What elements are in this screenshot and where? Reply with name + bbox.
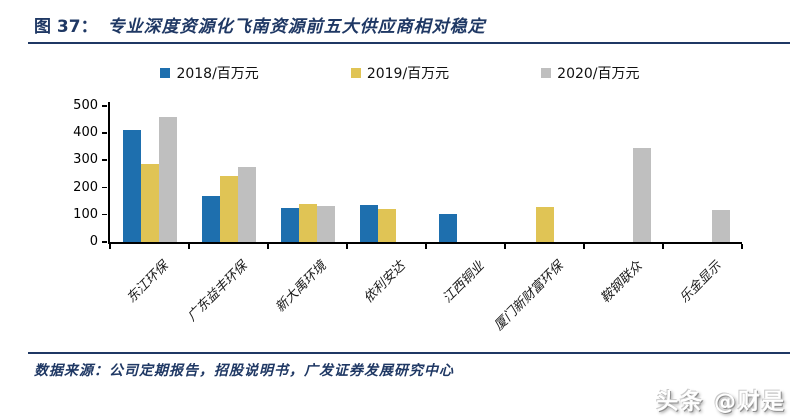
legend-item: 2018/百万元 (160, 63, 259, 83)
x-tick-mark (267, 244, 269, 249)
bar (237, 167, 256, 242)
legend-label: 2020/百万元 (557, 66, 640, 82)
y-axis (108, 102, 110, 244)
bar (280, 208, 299, 242)
y-tick-mark (102, 132, 107, 134)
y-tick-label: 200 (73, 179, 98, 195)
legend-swatch (350, 68, 361, 78)
bar (122, 129, 141, 242)
bar (201, 195, 220, 242)
bar (535, 206, 554, 242)
bar (316, 205, 335, 242)
source-divider (28, 352, 790, 354)
figure-header: 图 37： 专业深度资源化飞南资源前五大供应商相对稳定 (34, 12, 774, 37)
bar (298, 203, 317, 242)
x-tick-mark (346, 244, 348, 249)
watermark: 头条 @财是 (656, 390, 786, 415)
y-tick-label: 100 (73, 206, 98, 222)
legend-item: 2019/百万元 (350, 63, 450, 83)
bar (158, 116, 177, 242)
x-tick-mark (662, 244, 664, 249)
y-tick-mark (102, 241, 107, 243)
x-tick-mark (425, 244, 427, 249)
x-tick-mark (583, 244, 585, 249)
x-tick-mark (109, 244, 111, 249)
legend-swatch (541, 68, 552, 78)
legend-swatch (160, 68, 171, 78)
data-source-note: 数据来源：公司定期报告，招股说明书，广发证券发展研究中心 (34, 363, 454, 379)
bar (632, 148, 651, 242)
y-tick-mark (102, 186, 107, 189)
y-tick-label: 400 (73, 125, 98, 141)
x-axis (108, 242, 742, 244)
figure-number: 图 37： (34, 17, 98, 37)
bar-chart: 0 100 200 300 400 500 东江环保 广东益丰环保 新大禹环境 依利安达 江西铜业厦… (73, 98, 743, 334)
x-tick-mark (741, 244, 743, 249)
bar (219, 176, 238, 242)
x-tick-mark (504, 244, 506, 249)
legend-item: 2020/百万元 (541, 63, 640, 83)
legend-label: 2018/百万元 (176, 66, 259, 82)
bar (438, 214, 457, 242)
y-tick-mark (102, 105, 107, 107)
bar (359, 204, 378, 242)
x-tick-mark (188, 244, 190, 249)
title-divider (28, 42, 790, 44)
figure-title: 专业深度资源化飞南资源前五大供应商相对稳定 (107, 17, 486, 37)
y-tick-label: 500 (73, 98, 98, 113)
chart-legend: 2018/百万元 2019/百万元 2020/百万元 (0, 62, 800, 84)
bar (711, 210, 730, 242)
y-tick-mark (102, 213, 107, 216)
bar (140, 163, 159, 242)
y-tick-mark (102, 159, 107, 161)
legend-label: 2019/百万元 (366, 66, 450, 82)
bar (377, 209, 396, 242)
y-tick-label: 0 (89, 234, 98, 249)
y-tick-label: 300 (73, 152, 98, 168)
